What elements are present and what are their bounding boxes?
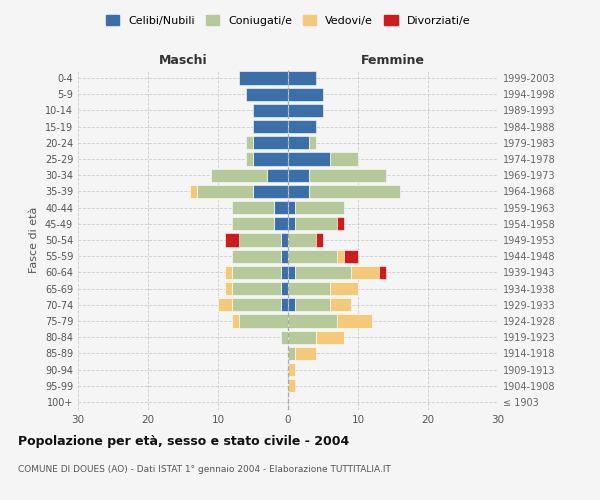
Bar <box>295 266 351 279</box>
Bar <box>379 266 386 279</box>
Bar <box>232 250 281 263</box>
Bar <box>211 168 267 182</box>
Bar <box>337 217 344 230</box>
Bar <box>295 217 337 230</box>
Bar <box>246 152 253 166</box>
Bar <box>232 298 281 312</box>
Bar <box>267 168 288 182</box>
Bar <box>288 136 309 149</box>
Bar <box>337 314 372 328</box>
Bar <box>281 282 288 295</box>
Bar <box>246 88 288 101</box>
Bar <box>218 298 232 312</box>
Bar <box>274 201 288 214</box>
Legend: Celibi/Nubili, Coniugati/e, Vedovi/e, Divorziati/e: Celibi/Nubili, Coniugati/e, Vedovi/e, Di… <box>101 10 475 30</box>
Bar <box>316 330 344 344</box>
Bar <box>225 234 239 246</box>
Bar <box>288 201 295 214</box>
Bar <box>309 185 400 198</box>
Bar <box>190 185 197 198</box>
Bar <box>281 330 288 344</box>
Text: COMUNE DI DOUES (AO) - Dati ISTAT 1° gennaio 2004 - Elaborazione TUTTITALIA.IT: COMUNE DI DOUES (AO) - Dati ISTAT 1° gen… <box>18 465 391 474</box>
Bar <box>288 88 323 101</box>
Bar <box>253 104 288 117</box>
Bar <box>225 266 232 279</box>
Bar <box>197 185 253 198</box>
Bar <box>232 266 281 279</box>
Bar <box>239 314 288 328</box>
Bar <box>232 217 274 230</box>
Bar <box>281 250 288 263</box>
Bar <box>288 234 316 246</box>
Bar <box>232 282 281 295</box>
Bar <box>330 298 351 312</box>
Bar <box>288 379 295 392</box>
Bar <box>288 217 295 230</box>
Bar <box>288 298 295 312</box>
Bar <box>253 120 288 134</box>
Bar <box>309 168 386 182</box>
Bar <box>239 234 281 246</box>
Bar <box>239 72 288 85</box>
Bar <box>288 152 330 166</box>
Bar <box>253 185 288 198</box>
Bar <box>274 217 288 230</box>
Bar <box>288 168 309 182</box>
Bar <box>288 282 330 295</box>
Bar <box>295 346 316 360</box>
Bar <box>288 314 337 328</box>
Bar <box>309 136 316 149</box>
Bar <box>344 250 358 263</box>
Bar <box>288 363 295 376</box>
Bar <box>281 234 288 246</box>
Bar <box>281 266 288 279</box>
Bar <box>288 72 316 85</box>
Bar <box>316 234 323 246</box>
Bar <box>288 185 309 198</box>
Bar <box>281 298 288 312</box>
Bar <box>225 282 232 295</box>
Bar <box>253 152 288 166</box>
Bar <box>246 136 253 149</box>
Bar <box>295 201 344 214</box>
Bar <box>253 136 288 149</box>
Bar <box>330 282 358 295</box>
Bar <box>232 201 274 214</box>
Bar <box>288 250 337 263</box>
Y-axis label: Fasce di età: Fasce di età <box>29 207 39 273</box>
Text: Maschi: Maschi <box>158 54 208 67</box>
Bar <box>337 250 344 263</box>
Text: Popolazione per età, sesso e stato civile - 2004: Popolazione per età, sesso e stato civil… <box>18 435 349 448</box>
Bar <box>288 120 316 134</box>
Bar <box>288 346 295 360</box>
Bar <box>232 314 239 328</box>
Bar <box>288 266 295 279</box>
Bar <box>351 266 379 279</box>
Bar <box>295 298 330 312</box>
Text: Femmine: Femmine <box>361 54 425 67</box>
Bar <box>330 152 358 166</box>
Bar <box>288 330 316 344</box>
Bar <box>288 104 323 117</box>
